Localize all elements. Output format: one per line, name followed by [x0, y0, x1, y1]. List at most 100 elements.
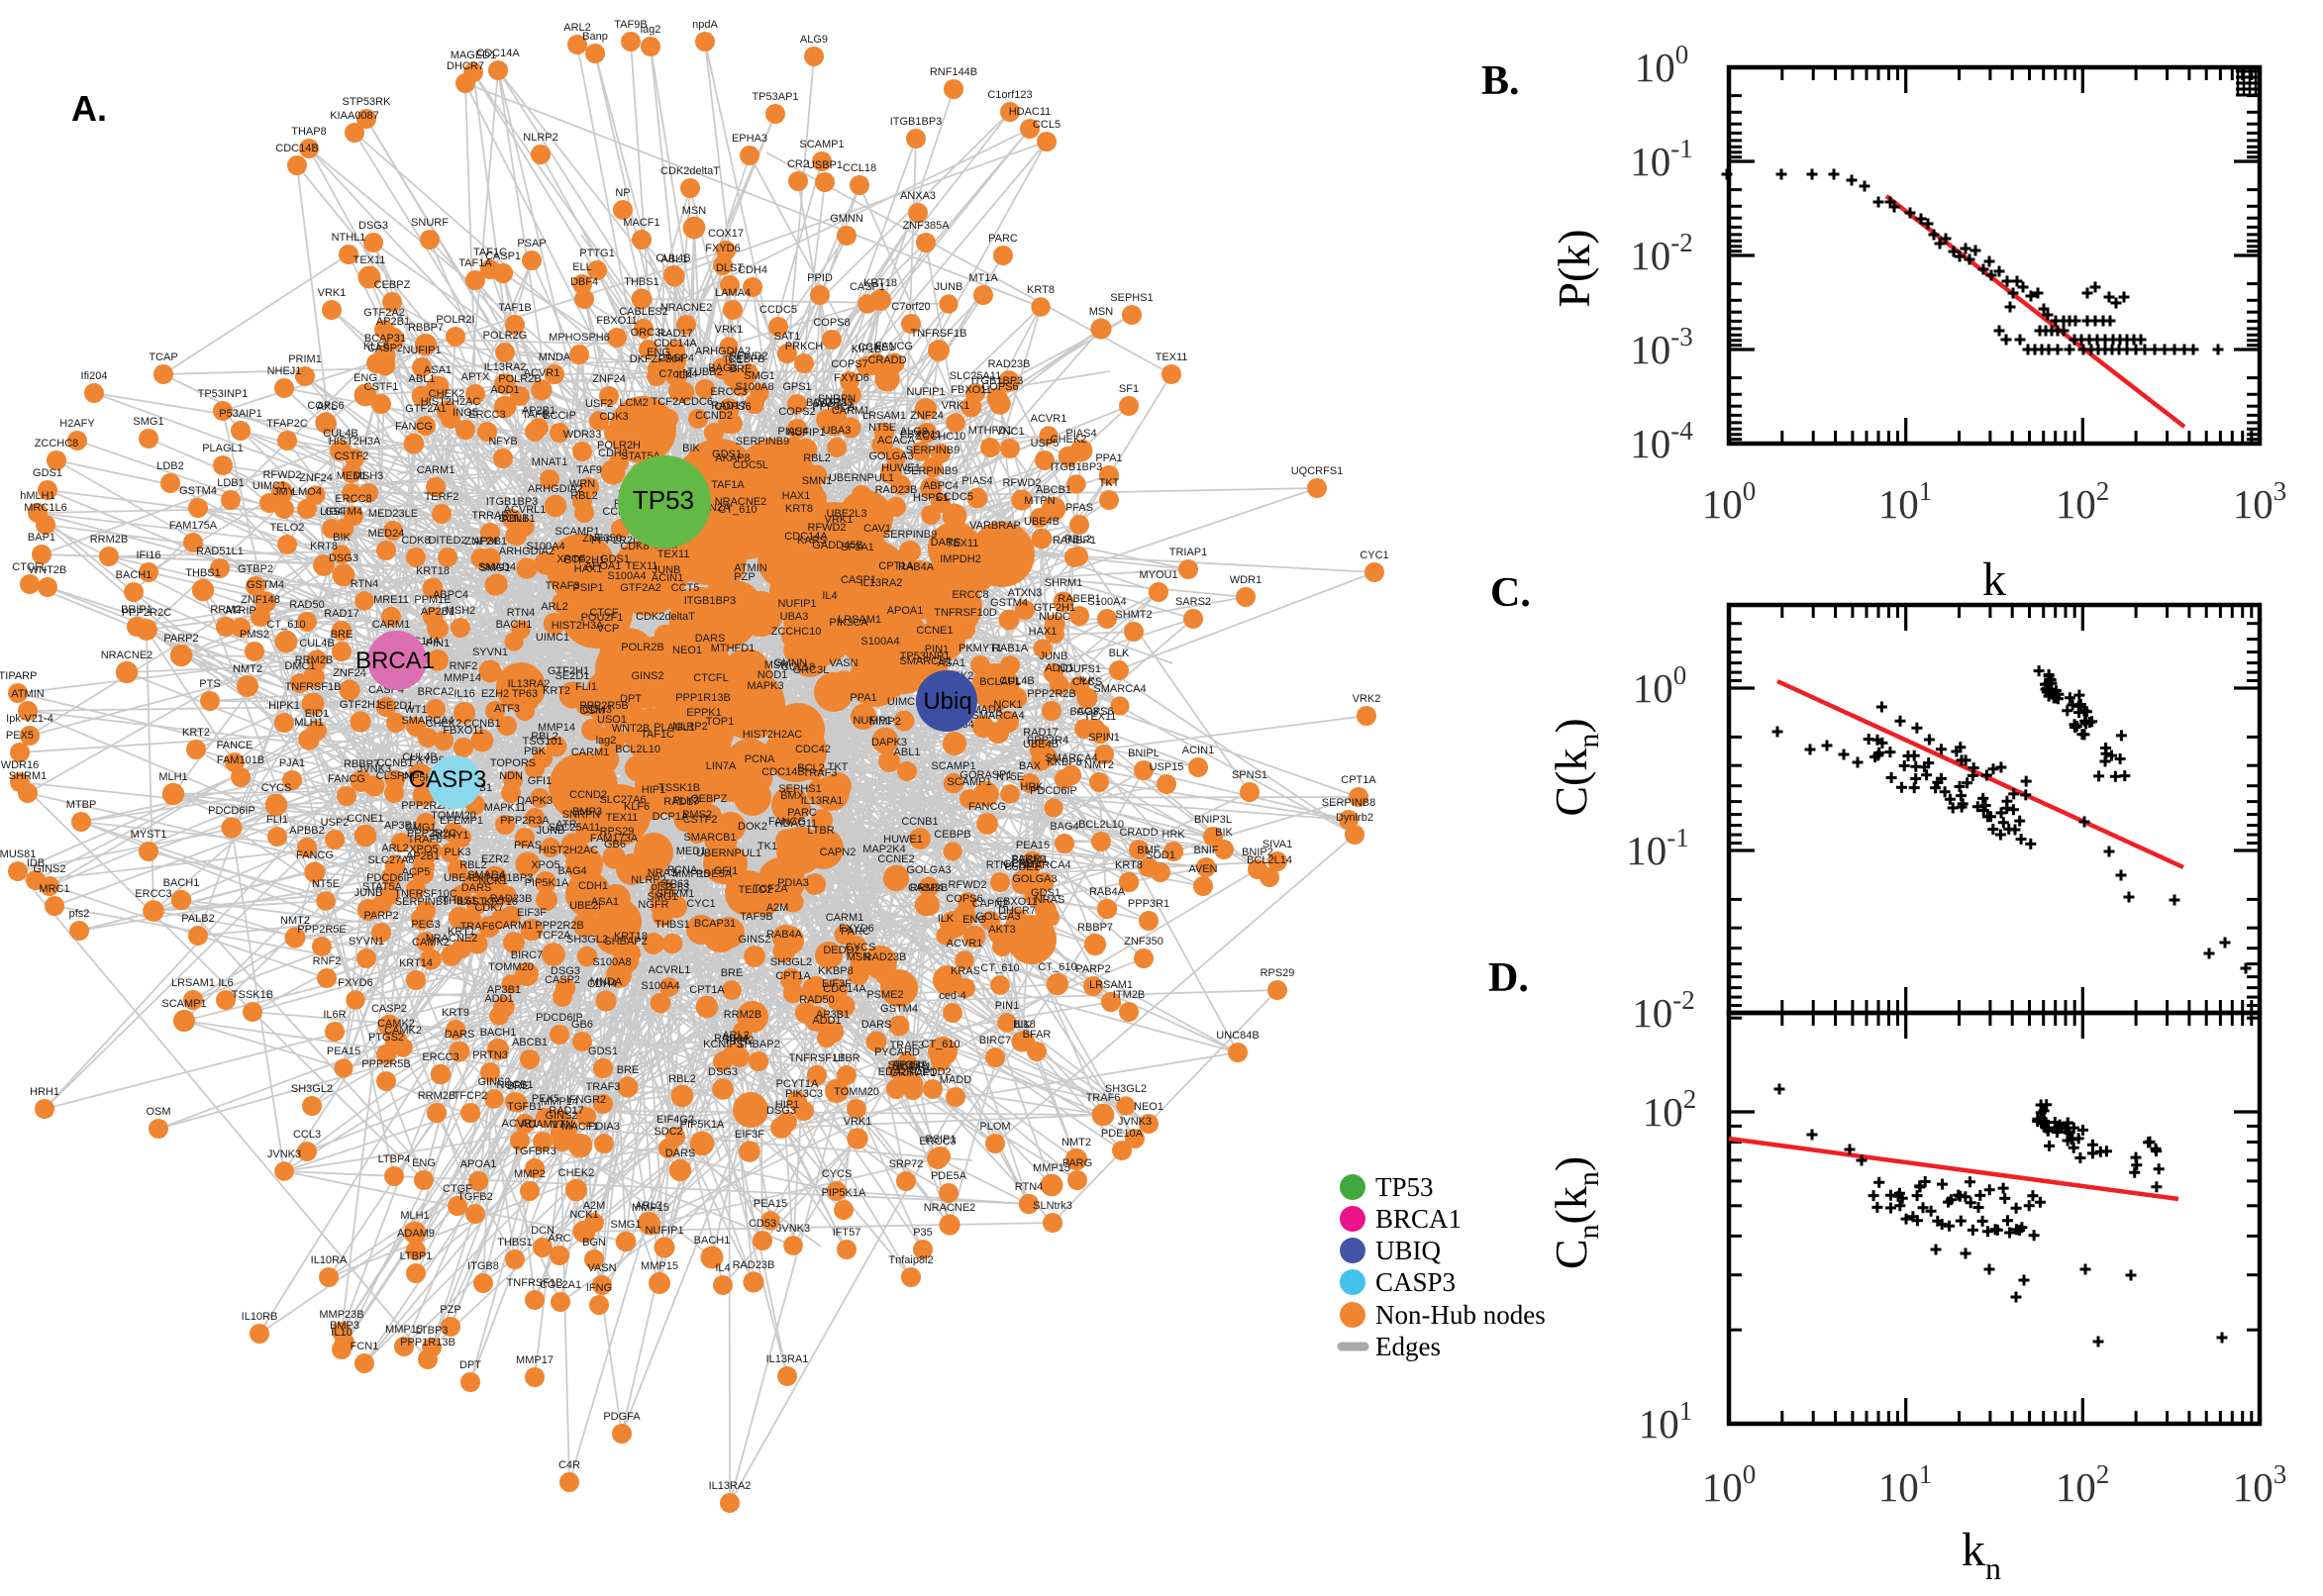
svg-text:CPT1A: CPT1A [775, 970, 811, 982]
svg-text:H2AFY: H2AFY [59, 418, 95, 430]
svg-text:PRKCH: PRKCH [785, 341, 824, 352]
svg-text:CSTF2: CSTF2 [335, 450, 369, 462]
svg-text:PARC: PARC [787, 807, 817, 819]
svg-text:ABCB1: ABCB1 [512, 1037, 548, 1048]
svg-text:ERCC3: ERCC3 [710, 386, 747, 398]
svg-text:P35: P35 [913, 1227, 933, 1239]
svg-text:SHMT2: SHMT2 [1115, 609, 1152, 621]
svg-text:IL10: IL10 [331, 1327, 352, 1339]
svg-text:CASP4: CASP4 [658, 352, 694, 364]
svg-text:BIK: BIK [682, 443, 700, 454]
svg-text:NUFIP1: NUFIP1 [892, 1061, 931, 1073]
svg-text:CCNE1: CCNE1 [916, 625, 953, 637]
svg-text:RAD51L1: RAD51L1 [196, 546, 244, 557]
svg-text:UBE2I: UBE2I [569, 900, 601, 912]
svg-text:NRACNE2: NRACNE2 [924, 1202, 976, 1214]
svg-text:RAD23B: RAD23B [864, 951, 907, 963]
svg-text:MLH1: MLH1 [158, 771, 187, 783]
svg-text:TRAF6: TRAF6 [460, 921, 495, 933]
svg-text:ILK: ILK [938, 913, 955, 925]
svg-text:NMT2: NMT2 [233, 663, 262, 675]
svg-text:TP53INP1: TP53INP1 [198, 388, 249, 400]
svg-text:TGFBR3: TGFBR3 [513, 1146, 556, 1157]
svg-text:CDK2deltaT: CDK2deltaT [636, 611, 695, 623]
svg-text:CASP4: CASP4 [908, 882, 944, 894]
svg-text:THBS1: THBS1 [497, 1237, 532, 1248]
svg-text:PZP: PZP [440, 1304, 460, 1316]
svg-text:GTF2H1: GTF2H1 [1034, 602, 1075, 614]
svg-text:FXYD6: FXYD6 [338, 977, 372, 989]
svg-text:PPP1R13B: PPP1R13B [675, 692, 731, 704]
svg-text:CCDC5: CCDC5 [759, 304, 797, 316]
svg-text:CASP3: CASP3 [409, 766, 487, 793]
svg-text:UNC84B: UNC84B [1216, 1030, 1259, 1042]
svg-text:DEDD2: DEDD2 [823, 945, 859, 956]
svg-text:BCAP31: BCAP31 [694, 918, 736, 930]
svg-text:BRCA1: BRCA1 [1375, 1204, 1462, 1234]
svg-text:TRAF3: TRAF3 [890, 1040, 925, 1051]
svg-text:BAG3: BAG3 [708, 362, 737, 374]
svg-text:ARHGDIA2: ARHGDIA2 [695, 346, 751, 357]
svg-text:FBXO11: FBXO11 [443, 725, 483, 737]
svg-text:DARS: DARS [665, 1147, 696, 1159]
svg-text:CCT5: CCT5 [671, 582, 700, 594]
svg-text:BACH1: BACH1 [496, 619, 533, 631]
svg-text:C7orf20: C7orf20 [891, 301, 930, 313]
svg-text:PDGFA: PDGFA [603, 1411, 641, 1423]
svg-text:SMG1: SMG1 [744, 370, 774, 382]
svg-text:MLH1: MLH1 [400, 1210, 429, 1222]
svg-text:WNT2B: WNT2B [29, 564, 67, 576]
svg-text:PTTG1: PTTG1 [579, 248, 614, 259]
svg-text:DPT: DPT [459, 1359, 481, 1371]
svg-text:Edges: Edges [1375, 1332, 1441, 1361]
svg-text:TCAP: TCAP [149, 351, 177, 363]
svg-text:RFWD2: RFWD2 [807, 522, 846, 534]
svg-text:MTPN: MTPN [1024, 495, 1055, 507]
svg-text:UBE4B: UBE4B [444, 872, 479, 884]
svg-text:DARS: DARS [445, 1029, 475, 1041]
svg-text:DAPK3: DAPK3 [517, 795, 553, 807]
svg-text:AP2B1: AP2B1 [376, 316, 410, 328]
svg-text:BNIP2: BNIP2 [1242, 847, 1273, 858]
svg-text:UBERNPUL1: UBERNPUL1 [829, 472, 894, 484]
svg-text:PARP2: PARP2 [163, 633, 198, 645]
svg-text:TRIAP1: TRIAP1 [1169, 547, 1208, 558]
svg-text:RPS29: RPS29 [600, 826, 635, 838]
svg-text:GTBP2: GTBP2 [238, 563, 273, 575]
svg-text:KRT2: KRT2 [543, 685, 570, 697]
svg-text:RAD50: RAD50 [799, 994, 834, 1006]
svg-text:AP2B1: AP2B1 [522, 405, 556, 417]
svg-text:ABCB1: ABCB1 [1036, 484, 1071, 496]
svg-text:lag2: lag2 [596, 735, 617, 747]
svg-text:PARC: PARC [988, 233, 1018, 245]
svg-text:SH3GL2: SH3GL2 [566, 934, 608, 946]
svg-text:IL10RA: IL10RA [311, 1254, 348, 1266]
svg-text:TEX11: TEX11 [1084, 711, 1117, 723]
svg-text:KKBP8: KKBP8 [818, 965, 853, 977]
svg-text:CEBPZ: CEBPZ [374, 279, 411, 291]
svg-text:PRTN3: PRTN3 [472, 1049, 508, 1061]
svg-text:CPT1A: CPT1A [1341, 774, 1376, 786]
svg-text:BIRC7: BIRC7 [511, 949, 543, 961]
svg-text:COPS8: COPS8 [813, 317, 850, 329]
svg-text:TIPARP: TIPARP [0, 670, 37, 682]
svg-text:AP3B1: AP3B1 [487, 984, 521, 996]
svg-text:pfs2: pfs2 [69, 908, 90, 920]
svg-text:CASP1: CASP1 [841, 574, 876, 586]
svg-text:CR2: CR2 [787, 158, 809, 170]
svg-text:PJA1: PJA1 [279, 757, 305, 769]
svg-text:TEX11: TEX11 [606, 812, 639, 824]
svg-text:ZNF24: ZNF24 [299, 472, 333, 484]
svg-text:RAB4A: RAB4A [1089, 886, 1126, 898]
svg-text:ABL1: ABL1 [409, 373, 436, 385]
svg-text:VRK1: VRK1 [844, 1116, 872, 1128]
svg-text:SPNS1: SPNS1 [1232, 769, 1267, 781]
svg-text:CDC14A: CDC14A [476, 48, 520, 59]
svg-text:ERCC3: ERCC3 [422, 1051, 458, 1063]
svg-text:CHEK2: CHEK2 [429, 388, 465, 400]
svg-text:CT_610: CT_610 [980, 962, 1019, 974]
svg-text:XPO5: XPO5 [531, 859, 559, 871]
svg-text:LDB1: LDB1 [217, 477, 245, 489]
svg-text:DITED2: DITED2 [428, 535, 466, 547]
svg-text:PEX5: PEX5 [532, 1093, 559, 1105]
